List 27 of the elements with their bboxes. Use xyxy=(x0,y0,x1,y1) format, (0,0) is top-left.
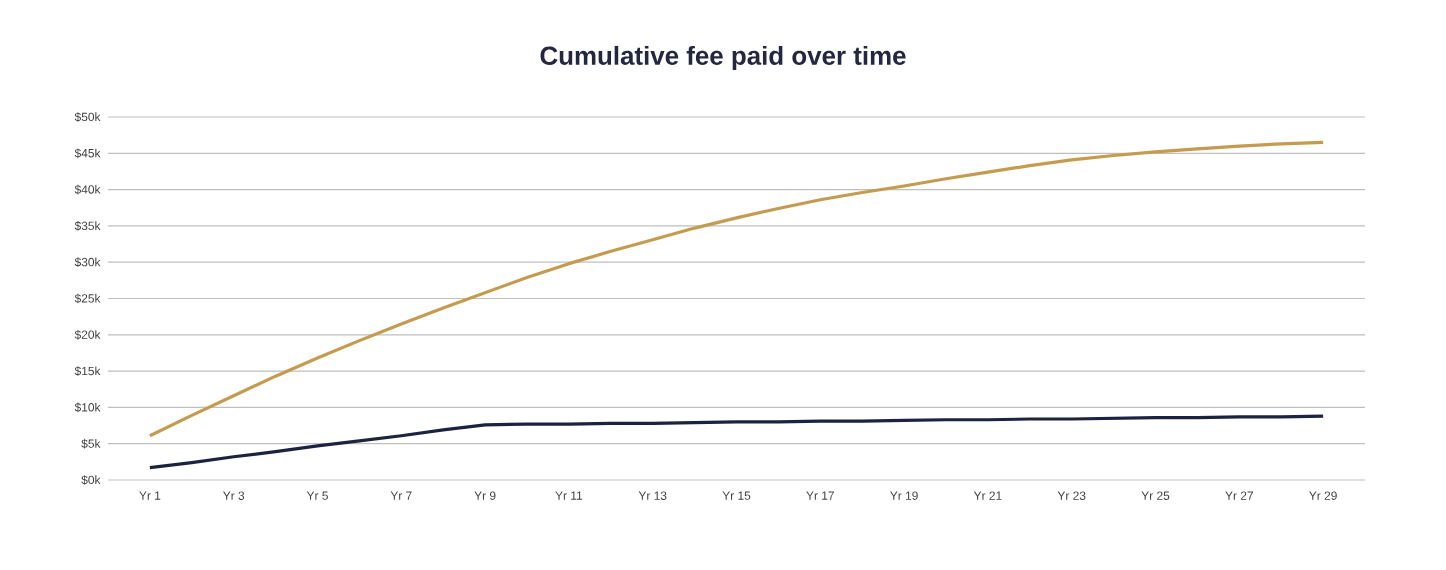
y-tick-label: $15k xyxy=(74,366,101,376)
x-tick-label: Yr 29 xyxy=(1309,491,1337,500)
x-tick-label: Yr 27 xyxy=(1225,491,1253,500)
y-tick-label: $20k xyxy=(74,329,101,340)
y-tick-label: $30k xyxy=(74,257,101,268)
x-tick-label: Yr 5 xyxy=(306,491,328,500)
y-tick-label: $5k xyxy=(81,438,101,449)
y-tick-label: $25k xyxy=(74,293,101,304)
y-tick-label: $35k xyxy=(74,221,101,231)
x-tick-label: Yr 17 xyxy=(806,491,834,500)
y-tick-label: $0k xyxy=(81,475,101,485)
y-tick-label: $50k xyxy=(74,112,101,122)
x-tick-label: Yr 15 xyxy=(722,491,751,500)
x-tick-label: Yr 25 xyxy=(1141,491,1170,500)
x-tick-label: Yr 13 xyxy=(638,491,667,500)
y-tick-label: $45k xyxy=(74,148,101,159)
x-tick-label: Yr 3 xyxy=(223,491,245,500)
x-tick-label: Yr 11 xyxy=(555,491,583,500)
y-tick-label: $10k xyxy=(74,402,101,413)
x-tick-label: Yr 9 xyxy=(474,491,496,500)
y-tick-label: $40k xyxy=(74,184,101,195)
chart-title: Cumulative fee paid over time xyxy=(540,45,906,71)
x-tick-label: Yr 1 xyxy=(139,491,161,500)
x-tick-label: Yr 21 xyxy=(973,491,1002,500)
x-tick-label: Yr 19 xyxy=(890,491,918,500)
x-tick-label: Yr 23 xyxy=(1057,491,1086,500)
x-tick-label: Yr 7 xyxy=(390,491,412,500)
